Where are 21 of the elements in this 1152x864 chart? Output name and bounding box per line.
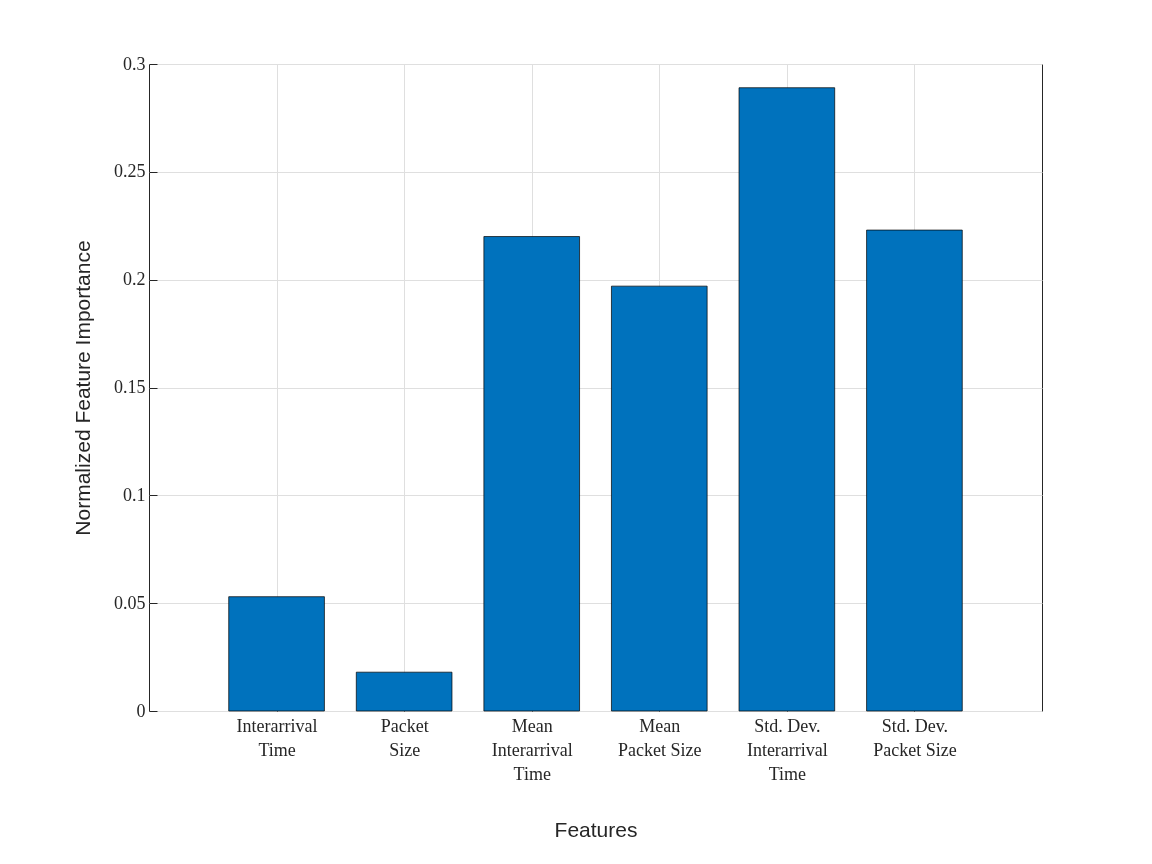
x-tick-label: Std. Dev. Interarrival Time — [746, 715, 828, 784]
x-tick-label: Std. Dev. Packet Size — [873, 715, 957, 760]
y-tick-label: 0.25 — [114, 161, 146, 182]
x-tick-label: Interarrival Time — [236, 715, 318, 760]
bar — [738, 87, 836, 712]
y-tick-label: 0.15 — [114, 377, 146, 397]
y-tick-label: 0.3 — [123, 53, 146, 74]
bar — [355, 671, 453, 712]
bar — [483, 236, 580, 712]
y-axis-title: Normalized Feature Importance — [71, 240, 94, 536]
x-tick-label: Mean Packet Size — [618, 715, 702, 760]
bar — [866, 229, 963, 712]
x-tick-label: Packet Size — [380, 715, 429, 760]
y-tick-label: 0.2 — [123, 269, 146, 290]
y-tick-label: 0.1 — [123, 484, 146, 505]
y-tick-label: 0.05 — [114, 592, 146, 613]
x-tick-label: Mean Interarrival Time — [491, 715, 573, 784]
bar — [228, 596, 325, 712]
y-tick-label: 0 — [136, 700, 146, 721]
bar — [611, 285, 708, 712]
x-axis-title: Features — [554, 817, 638, 841]
